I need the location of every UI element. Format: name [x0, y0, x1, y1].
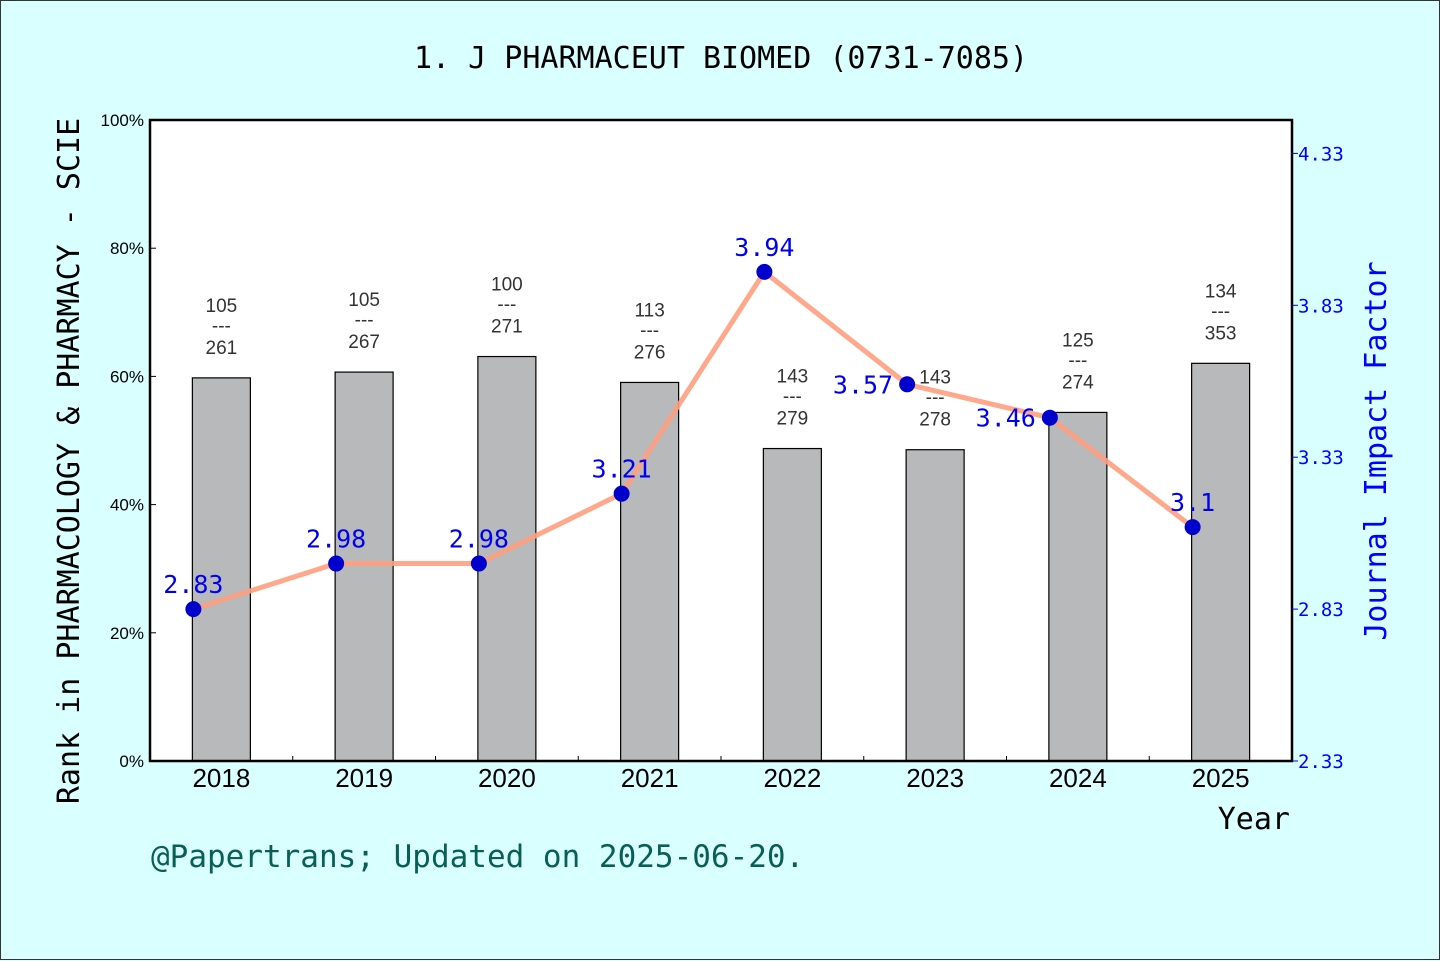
if-label: 3.46 — [976, 404, 1036, 433]
bar-2018 — [191, 377, 251, 762]
x-tick-label: 2020 — [478, 763, 536, 793]
plot-area — [150, 120, 1292, 761]
rank-label-2018: 105---261 — [206, 296, 238, 359]
if-point-2018 — [185, 601, 202, 618]
rank-label-2019: 105---267 — [348, 290, 380, 353]
if-label: 3.21 — [592, 455, 652, 484]
rank-label-2021: 113---276 — [634, 300, 666, 363]
total-value: 353 — [1205, 323, 1237, 344]
total-value: 274 — [1062, 372, 1094, 393]
right-tick-label: 3.83 — [1298, 295, 1344, 317]
rank-separator: --- — [355, 310, 374, 331]
rank-value: 125 — [1062, 330, 1094, 351]
rank-value: 105 — [348, 290, 380, 311]
left-tick-label: 40% — [110, 496, 144, 515]
if-point-2025 — [1184, 519, 1201, 536]
total-value: 278 — [919, 410, 951, 431]
x-tick-label: 2024 — [1049, 763, 1107, 793]
rank-label-2022: 143---279 — [777, 367, 809, 430]
bar-2023 — [905, 449, 965, 762]
bar-2022 — [762, 447, 822, 762]
rank-separator: --- — [1068, 350, 1087, 371]
bar-2024 — [1048, 411, 1108, 762]
rank-separator: --- — [212, 316, 231, 337]
x-tick-label: 2023 — [906, 763, 964, 793]
bar-2025 — [1191, 362, 1251, 762]
rank-value: 100 — [491, 275, 523, 296]
footer-note: @Papertrans; Updated on 2025-06-20. — [151, 839, 804, 875]
if-point-2021 — [613, 485, 630, 502]
total-value: 271 — [491, 317, 523, 338]
if-point-2022 — [756, 263, 773, 280]
impact-factor-line — [192, 269, 1195, 612]
if-label: 3.1 — [1170, 488, 1215, 517]
right-tick-label: 4.33 — [1298, 143, 1344, 165]
x-tick-label: 2025 — [1192, 763, 1250, 793]
right-axis-label: Journal Impact Factor — [1359, 261, 1394, 640]
chart-title: 1. J PHARMACEUT BIOMED (0731-7085) — [414, 41, 1028, 76]
if-point-2019 — [328, 555, 345, 572]
total-value: 279 — [777, 409, 809, 430]
bar-2021 — [620, 381, 680, 762]
x-axis-label: Year — [1218, 802, 1290, 837]
left-tick-label: 20% — [110, 624, 144, 643]
left-tick-label: 60% — [110, 367, 144, 386]
if-label: 3.57 — [833, 370, 893, 399]
left-axis-label: Rank in PHARMACOLOGY & PHARMACY - SCIE — [52, 118, 87, 804]
bar-2019 — [334, 371, 394, 762]
rank-separator: --- — [1211, 301, 1230, 322]
if-point-2023 — [899, 376, 916, 393]
rank-label-2020: 100---271 — [491, 275, 523, 338]
total-value: 267 — [348, 332, 380, 353]
rank-value: 143 — [777, 367, 809, 388]
total-value: 276 — [634, 342, 666, 363]
if-label: 3.94 — [734, 233, 794, 262]
rank-separator: --- — [783, 387, 802, 408]
rank-label-2024: 125---274 — [1062, 330, 1094, 393]
total-value: 261 — [206, 338, 238, 359]
right-tick-label: 2.83 — [1298, 599, 1344, 621]
rank-label-2023: 143---278 — [919, 368, 951, 431]
rank-value: 105 — [206, 296, 238, 317]
x-tick-label: 2019 — [335, 763, 393, 793]
if-point-2024 — [1041, 409, 1058, 426]
rank-value: 134 — [1205, 281, 1237, 302]
left-tick-label: 80% — [110, 239, 144, 258]
x-tick-label: 2022 — [763, 763, 821, 793]
right-tick-label: 2.33 — [1298, 751, 1344, 773]
left-tick-label: 100% — [101, 111, 144, 130]
if-label: 2.98 — [449, 525, 509, 554]
right-tick-label: 3.33 — [1298, 447, 1344, 469]
rank-separator: --- — [497, 295, 516, 316]
rank-value: 113 — [634, 300, 664, 321]
if-label: 2.83 — [163, 570, 223, 599]
if-point-2020 — [470, 555, 487, 572]
rank-label-2025: 134---353 — [1205, 281, 1237, 344]
if-label: 2.98 — [306, 525, 366, 554]
rank-separator: --- — [640, 320, 659, 341]
left-tick-label: 0% — [119, 752, 144, 771]
rank-value: 143 — [919, 368, 951, 389]
x-tick-label: 2018 — [192, 763, 250, 793]
x-tick-label: 2021 — [621, 763, 679, 793]
